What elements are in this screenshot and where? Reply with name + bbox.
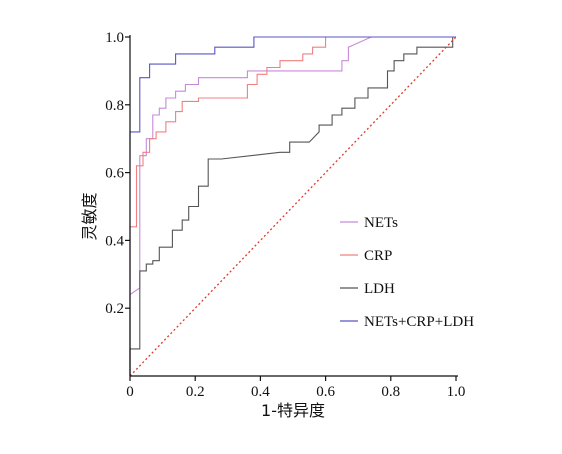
x-tick-label: 1.0 <box>447 384 466 400</box>
x-tick-label: 0 <box>126 384 134 400</box>
series-line-ldh <box>129 36 456 376</box>
series-line-nets <box>129 36 456 376</box>
y-tick-label: 1.0 <box>105 30 124 46</box>
y-tick-label: 0.4 <box>105 233 124 249</box>
x-ticks: 0 0.2 0.4 0.6 0.8 1.0 <box>126 376 465 400</box>
plot-area <box>129 36 457 377</box>
y-tick-label: 0.2 <box>105 301 124 317</box>
y-ticks: 0.2 0.4 0.6 0.8 1.0 <box>105 30 130 317</box>
reference-diagonal-line <box>129 36 457 377</box>
series-line-nets-crp-ldh <box>129 36 456 376</box>
y-axis-title: 灵敏度 <box>80 192 99 240</box>
axes <box>129 35 458 377</box>
legend-label: CRP <box>364 248 392 264</box>
x-tick-label: 0.2 <box>186 384 205 400</box>
x-axis-title: 1-特异度 <box>261 401 325 420</box>
legend-label: NETs <box>364 215 398 231</box>
x-tick-label: 0.8 <box>381 384 400 400</box>
x-tick-label: 0.4 <box>251 384 270 400</box>
legend: NETs CRP LDH NETs+CRP+LDH <box>340 215 474 330</box>
y-tick-label: 0.6 <box>105 166 124 182</box>
y-tick-label: 0.8 <box>105 98 124 114</box>
legend-label: NETs+CRP+LDH <box>364 314 474 330</box>
series-line-crp <box>129 36 456 376</box>
x-tick-label: 0.6 <box>316 384 335 400</box>
legend-label: LDH <box>364 281 395 297</box>
